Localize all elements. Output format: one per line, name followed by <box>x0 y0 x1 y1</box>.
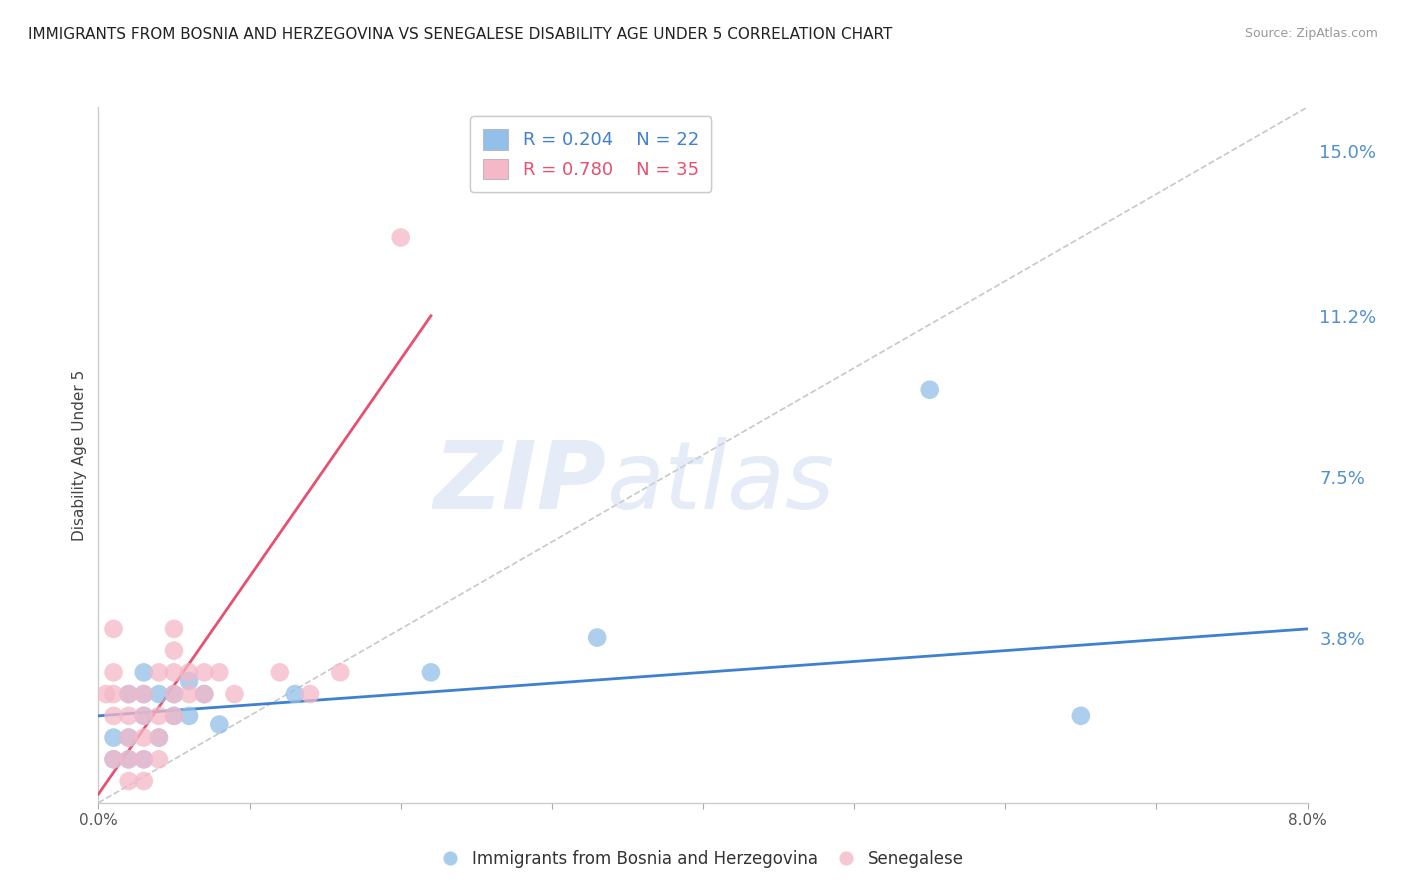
Point <box>918 383 941 397</box>
Point <box>586 631 609 645</box>
Text: ZIP: ZIP <box>433 437 606 529</box>
Point <box>118 752 141 766</box>
Point <box>420 665 443 680</box>
Point <box>103 622 125 636</box>
Point <box>179 665 201 680</box>
Point <box>118 687 141 701</box>
Point <box>132 731 155 745</box>
Point <box>132 708 155 723</box>
Point <box>208 665 231 680</box>
Point <box>163 687 186 701</box>
Point <box>118 687 141 701</box>
Y-axis label: Disability Age Under 5: Disability Age Under 5 <box>72 369 87 541</box>
Legend: R = 0.204    N = 22, R = 0.780    N = 35: R = 0.204 N = 22, R = 0.780 N = 35 <box>470 116 711 192</box>
Point <box>224 687 246 701</box>
Point <box>148 708 170 723</box>
Point <box>179 687 201 701</box>
Point <box>103 665 125 680</box>
Point <box>193 687 215 701</box>
Point <box>148 665 170 680</box>
Point <box>132 708 155 723</box>
Point <box>132 752 155 766</box>
Point <box>148 731 170 745</box>
Point <box>118 774 141 789</box>
Point <box>163 708 186 723</box>
Point <box>103 752 125 766</box>
Point <box>269 665 291 680</box>
Point <box>103 731 125 745</box>
Point <box>132 752 155 766</box>
Point <box>132 665 155 680</box>
Point <box>148 687 170 701</box>
Point <box>132 687 155 701</box>
Point <box>163 643 186 657</box>
Point <box>148 731 170 745</box>
Point <box>118 731 141 745</box>
Point <box>103 752 125 766</box>
Point <box>1070 708 1092 723</box>
Point <box>118 708 141 723</box>
Point <box>193 687 215 701</box>
Point <box>163 665 186 680</box>
Point <box>132 687 155 701</box>
Point <box>179 674 201 689</box>
Text: Source: ZipAtlas.com: Source: ZipAtlas.com <box>1244 27 1378 40</box>
Point <box>118 731 141 745</box>
Text: atlas: atlas <box>606 437 835 528</box>
Point <box>299 687 322 701</box>
Point <box>163 708 186 723</box>
Point <box>103 687 125 701</box>
Point <box>329 665 352 680</box>
Point <box>193 665 215 680</box>
Point <box>163 622 186 636</box>
Point <box>103 708 125 723</box>
Text: IMMIGRANTS FROM BOSNIA AND HERZEGOVINA VS SENEGALESE DISABILITY AGE UNDER 5 CORR: IMMIGRANTS FROM BOSNIA AND HERZEGOVINA V… <box>28 27 893 42</box>
Point <box>163 687 186 701</box>
Point <box>208 717 231 731</box>
Point <box>389 230 412 244</box>
Point <box>132 774 155 789</box>
Legend: Immigrants from Bosnia and Herzegovina, Senegalese: Immigrants from Bosnia and Herzegovina, … <box>436 844 970 875</box>
Point <box>284 687 307 701</box>
Point <box>118 752 141 766</box>
Point <box>148 752 170 766</box>
Point <box>94 687 117 701</box>
Point <box>179 708 201 723</box>
